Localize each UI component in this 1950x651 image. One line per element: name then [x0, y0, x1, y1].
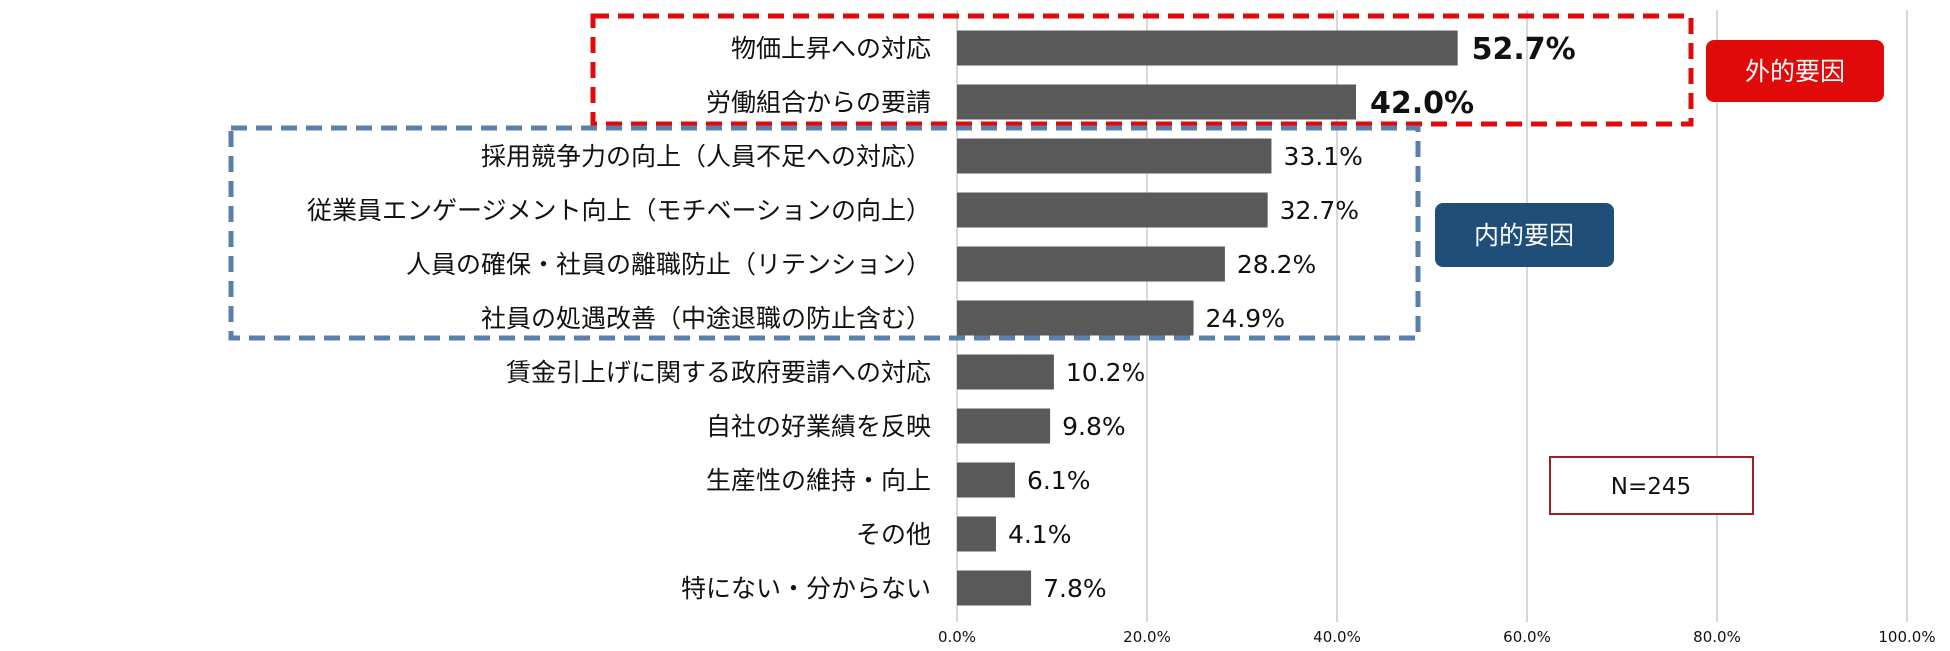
external-factors-box — [590, 13, 1694, 127]
bar — [957, 30, 1458, 66]
x-axis-tick-labels: 0.0% 20.0% 40.0% 60.0% 80.0% 100.0% — [938, 628, 1936, 646]
category-label: 人員の確保・社員の離職防止（リテンション） — [406, 250, 931, 279]
value-label: 9.8% — [1062, 412, 1126, 441]
value-label: 33.1% — [1283, 142, 1362, 171]
category-label: その他 — [856, 520, 931, 549]
internal-factors-box — [228, 125, 1421, 341]
internal-factors-tag — [1435, 203, 1614, 267]
value-label: 6.1% — [1027, 466, 1091, 495]
value-label: 28.2% — [1237, 250, 1316, 279]
bar — [957, 462, 1015, 498]
bar — [957, 246, 1225, 282]
external-factors-tag — [1706, 40, 1884, 102]
value-label: 10.2% — [1066, 358, 1145, 387]
internal-factors-tag-label: 内的要因 — [1474, 221, 1574, 250]
bar — [957, 138, 1272, 174]
sample-size-box — [1549, 456, 1754, 515]
x-tick-label: 0.0% — [938, 628, 976, 646]
category-label: 賃金引上げに関する政府要請への対応 — [506, 358, 931, 387]
x-tick-label: 100.0% — [1878, 628, 1935, 646]
value-label: 42.0% — [1370, 86, 1474, 121]
bar — [957, 354, 1054, 390]
value-label: 24.9% — [1206, 304, 1285, 333]
category-label: 生産性の維持・向上 — [706, 466, 931, 495]
sample-size-annotation: N=245 — [1549, 456, 1754, 515]
x-tick-label: 20.0% — [1123, 628, 1171, 646]
value-label: 7.8% — [1043, 574, 1107, 603]
bar — [957, 192, 1268, 228]
sample-size-label: N=245 — [1611, 474, 1691, 500]
bars — [957, 30, 1458, 606]
bar — [957, 84, 1356, 120]
category-label: 労働組合からの要請 — [706, 88, 931, 117]
value-label: 4.1% — [1008, 520, 1072, 549]
category-label: 社員の処遇改善（中途退職の防止含む） — [481, 304, 931, 333]
category-label: 採用競争力の向上（人員不足への対応） — [481, 142, 931, 171]
bar — [957, 300, 1194, 336]
bar — [957, 516, 996, 552]
value-label: 32.7% — [1280, 196, 1359, 225]
value-labels: 52.7% 42.0% 33.1% 32.7% 28.2% 24.9% 10.2% 9.8% 6… — [1008, 32, 1576, 603]
bar — [957, 570, 1032, 606]
category-label: 特にない・分からない — [681, 574, 931, 603]
category-label: 物価上昇への対応 — [731, 34, 931, 63]
x-tick-label: 40.0% — [1313, 628, 1361, 646]
external-factors-tag-label: 外的要因 — [1745, 57, 1845, 86]
x-tick-label: 60.0% — [1503, 628, 1551, 646]
category-label: 自社の好業績を反映 — [706, 412, 931, 441]
value-label: 52.7% — [1472, 32, 1576, 67]
bar — [957, 408, 1051, 444]
x-tick-label: 80.0% — [1693, 628, 1741, 646]
category-label: 従業員エンゲージメント向上（モチベーションの向上） — [307, 196, 931, 225]
